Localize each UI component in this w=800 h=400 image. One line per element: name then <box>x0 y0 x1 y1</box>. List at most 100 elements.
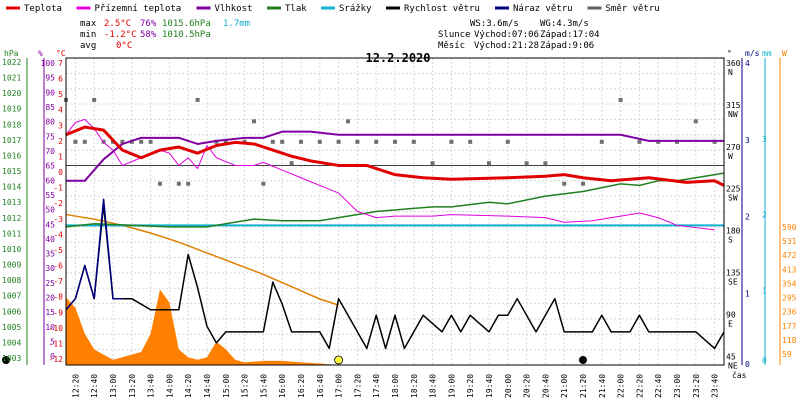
dir-tick-deg: 270 <box>726 143 741 152</box>
pct-tick: 20 <box>45 294 55 303</box>
stat-avg-temp: 0°C <box>116 41 132 51</box>
dir-tick-name: NE <box>728 361 738 370</box>
sun-set: Západ:17:04 <box>540 30 600 40</box>
pct-tick: 5 <box>50 338 55 347</box>
wind-direction-point <box>487 161 491 166</box>
time-tick: 20:00 <box>504 374 513 398</box>
pct-tick: 40 <box>45 235 55 244</box>
wind-direction-point <box>581 181 585 186</box>
time-tick: 13:20 <box>128 374 137 398</box>
solar-tick: 354 <box>782 279 797 288</box>
solar-tick: 118 <box>782 336 797 345</box>
wind-direction-point <box>139 139 144 144</box>
pct-tick: 55 <box>45 191 55 200</box>
pct-tick: 80 <box>45 118 55 127</box>
wind-direction-point <box>562 181 567 186</box>
legend: Teplota Přízemní teplota Vlhkost Tlak Srážky… <box>6 4 660 14</box>
wind-direction-point <box>599 139 604 144</box>
stat-max-temp: 2.5°C <box>104 19 131 29</box>
pct-tick: 100 <box>41 59 56 68</box>
stats-block: max 2.5°C 76% 1015.6hPa 1.7mm min -1.2°C… <box>80 19 600 51</box>
solar-tick: 531 <box>782 237 797 246</box>
dir-tick-name: N <box>728 68 733 77</box>
stat-max-hum: 76% <box>140 19 157 29</box>
stat-max-rain: 1.7mm <box>223 19 250 29</box>
hpa-tick: 1014 <box>2 183 21 192</box>
wind-direction-point <box>148 139 153 144</box>
wind-direction-point <box>430 161 435 166</box>
pct-tick: 30 <box>45 264 55 273</box>
legend-label: Srážky <box>339 4 372 14</box>
plot-area <box>2 57 725 366</box>
hpa-tick: 1009 <box>2 261 21 270</box>
sun-rise: Východ:07:06 <box>474 30 539 40</box>
time-tick: 17:00 <box>335 374 344 398</box>
moon-set: Západ:9:06 <box>540 41 594 51</box>
moonrise-marker <box>579 356 587 364</box>
celsius-tick: 0 <box>58 168 63 177</box>
time-tick: 12:40 <box>90 374 99 398</box>
dir-tick-name: SE <box>728 278 738 287</box>
ms-unit: m/s <box>745 49 760 58</box>
pct-tick: 35 <box>45 250 55 259</box>
hpa-tick: 1017 <box>2 136 21 145</box>
legend-label: Náraz větru <box>513 4 573 14</box>
axes: hPa% °C1022102110201019101810171016101510… <box>2 49 797 398</box>
time-tick: 21:00 <box>560 374 569 398</box>
legend-label: Směr větru <box>606 4 660 14</box>
ms-tick: 2 <box>745 213 750 222</box>
series-Vlhkost <box>66 130 724 182</box>
wind-direction-point <box>618 97 623 102</box>
pct-tick: 90 <box>45 88 55 97</box>
series-Rychlost-větru <box>65 203 725 350</box>
dir-tick-name: W <box>728 152 733 161</box>
dir-tick-name: S <box>728 236 733 245</box>
wind-direction-point <box>158 181 162 186</box>
celsius-tick: -10 <box>49 324 64 333</box>
hpa-tick: 1011 <box>2 229 21 238</box>
pct-tick: 15 <box>45 308 55 317</box>
time-tick: 18:40 <box>429 374 438 398</box>
celsius-tick: 1 <box>58 152 63 161</box>
dir-tick-name: NW <box>728 110 738 119</box>
solar-tick: 59 <box>782 350 792 359</box>
hpa-tick: 1020 <box>2 89 21 98</box>
time-tick: 14:20 <box>184 374 193 398</box>
solar-tick: 413 <box>782 265 797 274</box>
dir-tick-deg: 90 <box>726 310 736 319</box>
plot-frame <box>65 57 725 366</box>
wind-direction-point <box>280 139 285 144</box>
hpa-tick: 1019 <box>2 105 21 114</box>
time-tick: 14:00 <box>165 374 174 398</box>
solar-tick: 590 <box>782 223 797 232</box>
hpa-tick: 1006 <box>2 307 21 316</box>
stat-min-press: 1010.5hPa <box>162 30 211 40</box>
ms-tick: 1 <box>745 289 750 298</box>
dir-tick-name: SW <box>728 194 738 203</box>
time-tick: 23:40 <box>711 374 720 398</box>
wind-direction-point <box>120 139 125 144</box>
celsius-tick: 5 <box>58 90 63 99</box>
hpa-tick: 1013 <box>2 198 21 207</box>
celsius-tick: -1 <box>53 184 63 193</box>
hpa-tick: 1022 <box>2 58 21 67</box>
solar-tick: 472 <box>782 251 797 260</box>
hpa-tick: 1004 <box>2 338 21 347</box>
wind-direction-point <box>176 181 181 186</box>
celsius-unit: °C <box>56 49 66 58</box>
mm-tick: 3 <box>762 135 767 144</box>
time-tick: 22:40 <box>654 374 663 398</box>
celsius-tick: -4 <box>53 230 63 239</box>
time-tick: 20:40 <box>541 374 550 398</box>
time-tick: 19:20 <box>466 374 475 398</box>
celsius-tick: -8 <box>53 293 63 302</box>
time-tick: 15:40 <box>259 374 268 398</box>
solar-tick: 177 <box>782 322 797 331</box>
hpa-tick: 1003 <box>2 354 21 363</box>
time-tick: 19:40 <box>485 374 494 398</box>
time-tick: 23:20 <box>692 374 701 398</box>
stat-max-label: max <box>80 19 97 29</box>
pct-tick: 75 <box>45 132 55 141</box>
wind-direction-point <box>637 139 642 144</box>
hpa-tick: 1005 <box>2 323 21 332</box>
